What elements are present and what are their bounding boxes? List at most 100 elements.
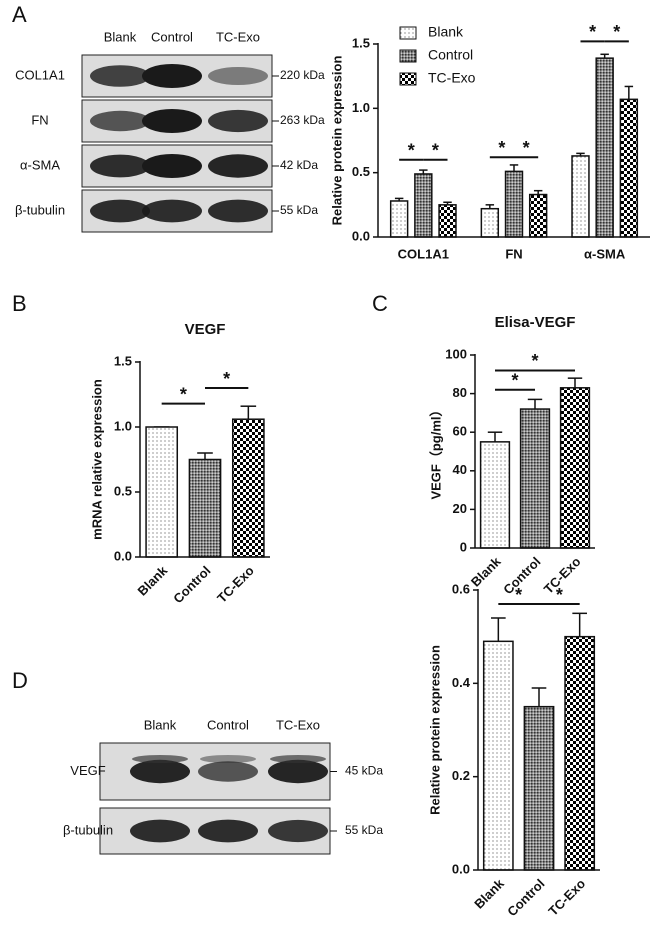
significance-star: * bbox=[613, 22, 620, 42]
size-label: 42 kDa bbox=[280, 158, 318, 172]
y-tick-label: 0.0 bbox=[114, 548, 132, 563]
significance-star: * bbox=[408, 141, 415, 161]
y-axis-label: VEGF（pg/ml） bbox=[428, 403, 443, 499]
x-tick-label: Blank bbox=[471, 875, 507, 911]
x-tick-label: Blank bbox=[135, 562, 171, 598]
lane-label: TC-Exo bbox=[276, 717, 320, 732]
x-tick-label: TC-Exo bbox=[545, 876, 588, 919]
y-tick-label: 0.6 bbox=[452, 581, 470, 596]
significance-star: * bbox=[589, 22, 596, 42]
bar bbox=[564, 635, 596, 871]
band bbox=[208, 154, 268, 178]
row-label: FN bbox=[31, 112, 48, 127]
size-label: 220 kDa bbox=[280, 68, 325, 82]
band bbox=[198, 819, 258, 843]
x-tick-label: FN bbox=[505, 246, 522, 261]
y-tick-label: 0.4 bbox=[452, 675, 471, 690]
x-tick-label: α-SMA bbox=[584, 246, 626, 261]
y-tick-label: 100 bbox=[445, 346, 467, 361]
x-tick-label: Control bbox=[170, 563, 213, 606]
size-label: 45 kDa bbox=[345, 764, 383, 778]
y-tick-label: 0 bbox=[460, 539, 467, 554]
band bbox=[142, 199, 202, 223]
bar bbox=[528, 193, 548, 238]
bar bbox=[619, 98, 639, 238]
legend-label: Blank bbox=[428, 24, 464, 40]
significance-star: * bbox=[432, 141, 439, 161]
y-tick-label: 20 bbox=[453, 501, 467, 516]
significance-star: * bbox=[556, 585, 563, 605]
size-label: 55 kDa bbox=[345, 823, 383, 837]
y-tick-label: 1.5 bbox=[114, 353, 132, 368]
band bbox=[132, 755, 188, 763]
bar bbox=[482, 640, 514, 871]
band bbox=[90, 154, 150, 178]
band bbox=[142, 154, 202, 178]
bar bbox=[389, 200, 409, 238]
x-tick-label: Blank bbox=[468, 553, 504, 589]
y-axis-label: Relative protein expression bbox=[329, 56, 344, 226]
lane-label: TC-Exo bbox=[216, 29, 260, 44]
legend-swatch bbox=[399, 49, 417, 63]
size-label: 263 kDa bbox=[280, 113, 325, 127]
bar bbox=[414, 173, 433, 238]
bar bbox=[504, 170, 524, 238]
bar bbox=[519, 408, 551, 549]
bar bbox=[479, 441, 511, 549]
bar bbox=[231, 418, 265, 558]
y-axis-label: mRNA relative expression bbox=[89, 379, 104, 540]
row-label: α-SMA bbox=[20, 157, 60, 172]
lane-label: Control bbox=[207, 717, 249, 732]
y-tick-label: 80 bbox=[453, 385, 467, 400]
x-tick-label: COL1A1 bbox=[398, 246, 449, 261]
y-tick-label: 1.0 bbox=[114, 418, 132, 433]
y-tick-label: 0.0 bbox=[452, 861, 470, 876]
bar bbox=[559, 387, 591, 549]
y-tick-label: 0.2 bbox=[452, 768, 470, 783]
legend-swatch bbox=[399, 72, 417, 86]
y-axis-label: Relative protein expression bbox=[427, 645, 442, 815]
x-tick-label: TC-Exo bbox=[214, 563, 257, 606]
row-label: COL1A1 bbox=[15, 67, 65, 82]
panel-label: B bbox=[12, 291, 27, 316]
band bbox=[268, 759, 328, 784]
band bbox=[208, 67, 268, 85]
significance-star: * bbox=[531, 351, 538, 371]
row-label: β-tubulin bbox=[63, 822, 113, 837]
band bbox=[268, 819, 328, 843]
bar bbox=[438, 204, 457, 238]
bar bbox=[595, 57, 614, 238]
panel-label: C bbox=[372, 291, 388, 316]
band bbox=[270, 755, 326, 763]
panel-label: D bbox=[12, 668, 28, 693]
bar bbox=[480, 207, 500, 238]
lane-label: Blank bbox=[104, 29, 137, 44]
legend-label: Control bbox=[428, 47, 473, 63]
significance-star: * bbox=[515, 585, 522, 605]
row-label: β-tubulin bbox=[15, 202, 65, 217]
y-tick-label: 40 bbox=[453, 462, 467, 477]
band bbox=[90, 199, 150, 223]
band bbox=[142, 109, 202, 133]
band bbox=[90, 65, 150, 87]
significance-star: * bbox=[498, 138, 505, 158]
band bbox=[130, 759, 190, 784]
legend-label: TC-Exo bbox=[428, 70, 476, 86]
x-tick-label: Control bbox=[504, 876, 547, 919]
band bbox=[200, 755, 256, 763]
chart-title: VEGF bbox=[185, 321, 226, 338]
y-tick-label: 0.0 bbox=[352, 228, 370, 243]
lane-label: Control bbox=[151, 29, 193, 44]
y-tick-label: 0.5 bbox=[352, 164, 370, 179]
significance-star: * bbox=[523, 138, 530, 158]
y-tick-label: 0.5 bbox=[114, 483, 132, 498]
band bbox=[198, 761, 258, 782]
legend-swatch bbox=[399, 26, 417, 40]
bar bbox=[523, 705, 555, 871]
bar bbox=[188, 458, 222, 558]
bar bbox=[145, 426, 179, 558]
size-label: 55 kDa bbox=[280, 203, 318, 217]
band bbox=[90, 110, 150, 132]
significance-star: * bbox=[180, 384, 187, 404]
